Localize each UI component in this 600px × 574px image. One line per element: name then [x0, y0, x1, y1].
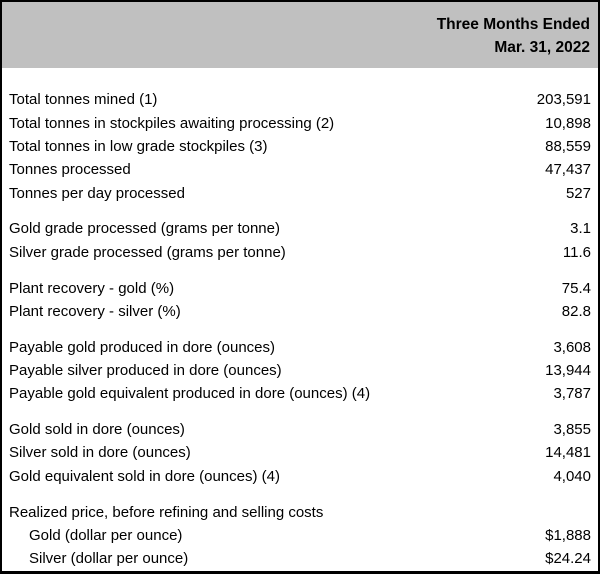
table-row: Total tonnes in low grade stockpiles (3)… [2, 135, 598, 158]
row-value: 88,559 [545, 137, 591, 155]
row-value: 3,855 [553, 421, 591, 439]
row-value: 11.6 [562, 243, 591, 261]
table-row: Payable gold equivalent produced in dore… [2, 382, 598, 405]
table-row: Total tonnes in stockpiles awaiting proc… [2, 111, 598, 134]
table-row: Silver sold in dore (ounces) 14,481 [2, 441, 598, 464]
row-label: Payable gold equivalent produced in dore… [9, 385, 371, 403]
row-label: Tonnes processed [9, 161, 131, 179]
table-row: Gold grade processed (grams per tonne) 3.… [2, 217, 598, 240]
row-value: 10,898 [545, 114, 591, 132]
row-value: $24.24 [545, 550, 591, 568]
row-label: Silver grade processed (grams per tonne) [9, 243, 286, 261]
table-row: Gold sold in dore (ounces) 3,855 [2, 418, 598, 441]
row-label: Total tonnes in stockpiles awaiting proc… [9, 114, 335, 132]
row-value: 13,944 [545, 361, 591, 379]
row-label: Silver (dollar per ounce) [29, 550, 189, 568]
row-value: $1,888 [545, 526, 591, 544]
blank-row [2, 264, 598, 276]
period-date: Mar. 31, 2022 [494, 39, 590, 56]
table-row: Silver (dollar per ounce) $24.24 [2, 547, 598, 570]
table-row: Tonnes processed 47,437 [2, 158, 598, 181]
row-value: 3,608 [553, 338, 591, 356]
blank-row [2, 205, 598, 217]
blank-row [2, 323, 598, 335]
table-row: Gold (dollar per ounce) $1,888 [2, 524, 598, 547]
row-label: Gold grade processed (grams per tonne) [9, 220, 280, 238]
row-value: 14,481 [545, 444, 591, 462]
table-body: Total tonnes mined (1) 203,591 Total tonne… [2, 68, 598, 571]
blank-row [2, 68, 598, 88]
row-label: Total tonnes mined (1) [9, 91, 158, 109]
table-row: Total tonnes mined (1) 203,591 [2, 88, 598, 111]
row-label: Gold sold in dore (ounces) [9, 421, 185, 439]
table-row: Payable gold produced in dore (ounces) 3,… [2, 335, 598, 358]
row-value: 4,040 [553, 467, 591, 485]
row-label: Gold equivalent sold in dore (ounces) (4… [9, 467, 280, 485]
row-label: Tonnes per day processed [9, 184, 185, 202]
table-row: Tonnes per day processed 527 [2, 182, 598, 205]
row-label: Payable silver produced in dore (ounces) [9, 361, 282, 379]
period-title: Three Months Ended [436, 16, 590, 33]
table-row: Silver grade processed (grams per tonne)… [2, 241, 598, 264]
row-value: 527 [565, 184, 591, 202]
row-label: Plant recovery - silver (%) [9, 302, 181, 320]
row-value: 47,437 [545, 161, 591, 179]
table-row: Gold equivalent sold in dore (ounces) (4… [2, 465, 598, 488]
row-value: 203,591 [536, 91, 591, 109]
table-row: Payable silver produced in dore (ounces)… [2, 359, 598, 382]
row-value: 3,787 [553, 385, 591, 403]
row-label: Realized price, before refining and sell… [9, 503, 324, 521]
table-row: Realized price, before refining and sell… [2, 500, 598, 523]
blank-row [2, 406, 598, 418]
blank-row [2, 488, 598, 500]
row-value: 82.8 [561, 302, 591, 320]
table-row: Plant recovery - gold (%) 75.4 [2, 276, 598, 299]
row-value: 3.1 [570, 220, 591, 238]
row-label: Gold (dollar per ounce) [29, 526, 183, 544]
table-header: Three Months Ended Mar. 31, 2022 [2, 2, 598, 68]
row-label: Plant recovery - gold (%) [9, 279, 175, 297]
table-row: Plant recovery - silver (%) 82.8 [2, 300, 598, 323]
row-label: Silver sold in dore (ounces) [9, 444, 191, 462]
row-label: Payable gold produced in dore (ounces) [9, 338, 276, 356]
row-label: Total tonnes in low grade stockpiles (3) [9, 137, 268, 155]
row-value: 75.4 [561, 279, 591, 297]
